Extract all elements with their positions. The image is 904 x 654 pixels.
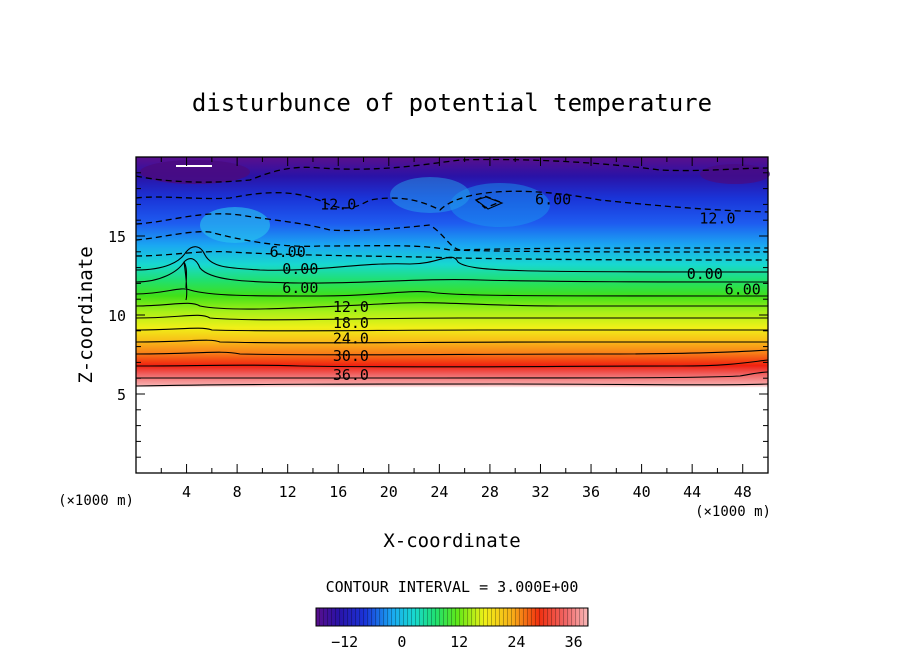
y-tick-labels: 5 10 15 (108, 228, 126, 404)
colorbar-tick-labels: −12 0 12 24 36 (331, 633, 583, 651)
x-tick-label: 8 (233, 483, 242, 501)
y-tick-label: 15 (108, 228, 126, 246)
x-tick-label: 4 (182, 483, 191, 501)
contour-labels: 12.06.000.006.0012.018.024.030.036.06.00… (270, 191, 761, 384)
colorbar-tick-label: 0 (397, 633, 406, 651)
contour-label: 0.00 (687, 265, 723, 283)
y-tick-label: 10 (108, 307, 126, 325)
contour-label: 6.00 (270, 243, 306, 261)
y-unit-label: (×1000 m) (58, 493, 134, 509)
contour-label: 12.0 (333, 298, 369, 316)
negative-contours (135, 158, 769, 261)
x-tick-label: 16 (329, 483, 347, 501)
colorbar-tick-label: 36 (565, 633, 583, 651)
contour-label: 36.0 (333, 366, 369, 384)
contour-label: 30.0 (333, 347, 369, 365)
contour-label: 6.00 (282, 279, 318, 297)
chart-title: disturbunce of potential temperature (192, 89, 712, 117)
x-tick-label: 48 (734, 483, 752, 501)
contour-field: 12.06.000.006.0012.018.024.030.036.06.00… (135, 156, 770, 474)
purple-patch (700, 164, 770, 184)
contour-label: 6.00 (535, 191, 571, 209)
contour-label: 6.00 (725, 281, 761, 299)
x-tick-label: 32 (531, 483, 549, 501)
contour-label: 18.0 (333, 314, 369, 332)
positive-contours (135, 196, 769, 387)
x-tick-label: 44 (683, 483, 701, 501)
contour-interval-label: CONTOUR INTERVAL = 3.000E+00 (326, 578, 579, 596)
contour-label: 12.0 (699, 210, 735, 228)
x-tick-label: 40 (633, 483, 651, 501)
x-tick-label: 20 (380, 483, 398, 501)
contour-label: 12.0 (320, 195, 356, 213)
colorbar-stripes (316, 608, 588, 626)
x-tick-labels: 4 8 12 16 20 24 28 32 36 40 44 48 (182, 483, 752, 501)
y-axis-label: Z-coordinate (75, 246, 97, 383)
colorbar: −12 0 12 24 36 (315, 607, 589, 651)
axis-ticks (136, 157, 768, 473)
contour-label: 24.0 (333, 330, 369, 348)
colorbar-tick-label: −12 (331, 633, 358, 651)
y-tick-label: 5 (117, 386, 126, 404)
contour-label: 0.00 (282, 260, 318, 278)
x-tick-label: 24 (430, 483, 448, 501)
cyan-patch (390, 177, 470, 213)
purple-patch (140, 160, 250, 184)
colorbar-frame (315, 607, 589, 627)
cyan-patch (450, 183, 550, 227)
colorbar-tick-label: 12 (450, 633, 468, 651)
x-unit-label: (×1000 m) (695, 504, 771, 520)
x-tick-label: 12 (279, 483, 297, 501)
x-tick-label: 36 (582, 483, 600, 501)
x-axis-label: X-coordinate (383, 530, 520, 552)
colorbar-tick-label: 24 (507, 633, 525, 651)
x-tick-label: 28 (481, 483, 499, 501)
